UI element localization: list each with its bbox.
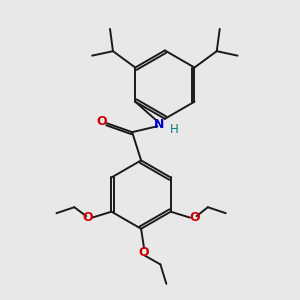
Text: O: O — [139, 246, 149, 259]
Text: O: O — [82, 211, 93, 224]
Text: N: N — [154, 118, 164, 131]
Text: O: O — [189, 211, 200, 224]
Text: O: O — [96, 115, 107, 128]
Text: H: H — [169, 123, 178, 136]
